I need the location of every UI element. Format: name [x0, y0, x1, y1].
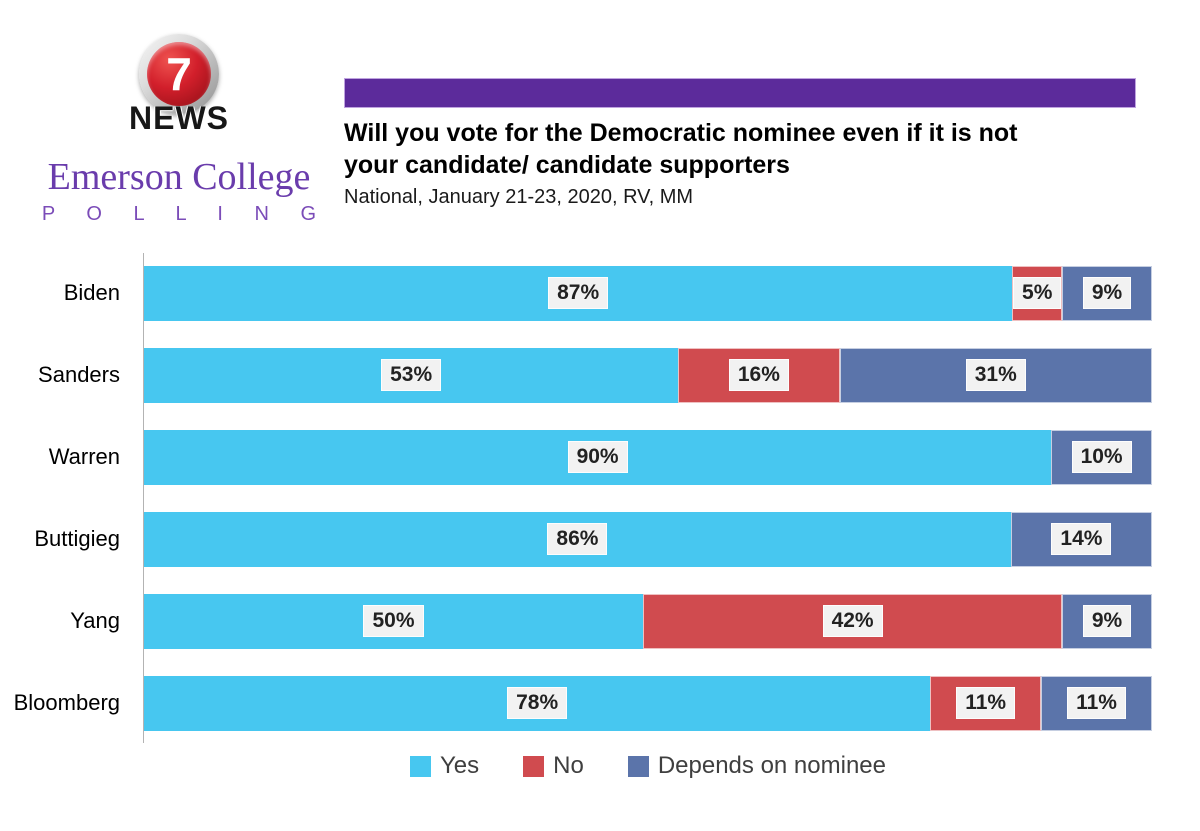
segment-yes: 87%	[144, 265, 1013, 321]
segment-no: 11%	[930, 675, 1042, 731]
chart-title-line1: Will you vote for the Democratic nominee…	[344, 119, 1018, 147]
stacked-bar: 78% 11% 11%	[144, 675, 1152, 731]
category-label: Yang	[70, 608, 120, 633]
segment-depends-on-nominee: 10%	[1051, 429, 1152, 485]
legend-swatch-depends-on-nominee	[627, 755, 649, 777]
segment-yes: 90%	[144, 429, 1052, 485]
emerson-college-wordmark: Emerson College	[47, 156, 311, 198]
value-label: 86%	[547, 522, 608, 556]
segment-no: 42%	[643, 593, 1063, 649]
legend-item: Depends on nominee	[627, 752, 886, 780]
legend-label: No	[553, 752, 584, 779]
chart-row: Yang 50% 42% 9%	[0, 580, 1152, 662]
chart-row: Warren 90% 10%	[0, 416, 1152, 498]
legend-label: Yes	[439, 752, 480, 779]
value-label: 42%	[822, 604, 883, 638]
stacked-bar: 50% 42% 9%	[144, 593, 1152, 649]
legend-swatch-yes	[409, 755, 431, 777]
chart-title-line2: your candidate/ candidate supporters	[344, 151, 790, 179]
segment-no: 16%	[678, 347, 840, 403]
segment-depends-on-nominee: 9%	[1062, 265, 1152, 321]
header: Will you vote for the Democratic nominee…	[344, 78, 1136, 209]
legend: Yes No Depends on nominee	[144, 752, 1152, 780]
value-label: 11%	[1067, 686, 1126, 720]
segment-no: 5%	[1012, 265, 1063, 321]
chart-subtitle: National, January 21-23, 2020, RV, MM	[344, 186, 694, 208]
segment-depends-on-nominee: 14%	[1010, 511, 1152, 567]
value-label: 11%	[956, 686, 1016, 720]
segment-yes: 78%	[144, 675, 931, 731]
segment-yes: 53%	[144, 347, 679, 403]
value-label: 78%	[507, 686, 568, 720]
branding-block: 7 NEWS Emerson College P O L L I N G	[28, 34, 330, 226]
legend-label: Depends on nominee	[657, 752, 886, 779]
segment-yes: 50%	[144, 593, 643, 649]
segment-depends-on-nominee: 9%	[1062, 593, 1152, 649]
value-label: 50%	[363, 604, 424, 638]
chart-row: Biden 87% 5% 9%	[0, 252, 1152, 334]
segment-depends-on-nominee: 31%	[839, 347, 1152, 403]
value-label: 5%	[1013, 276, 1062, 310]
segment-depends-on-nominee: 11%	[1041, 675, 1152, 731]
chart-title: Will you vote for the Democratic nominee…	[344, 117, 1136, 181]
seven-news-logo-icon: 7	[139, 34, 219, 114]
legend-item: No	[523, 752, 584, 780]
polling-wordmark: P O L L I N G	[41, 203, 330, 225]
legend-swatch-no	[523, 755, 545, 777]
value-label: 14%	[1051, 522, 1112, 556]
value-label: 10%	[1071, 440, 1132, 474]
stacked-bar: 87% 5% 9%	[144, 265, 1152, 321]
y-axis-line	[143, 253, 144, 743]
category-label: Warren	[48, 444, 120, 469]
stacked-bar: 90% 10%	[144, 429, 1152, 485]
value-label: 53%	[381, 358, 442, 392]
value-label: 87%	[548, 276, 609, 310]
stacked-bar: 86% 14%	[144, 511, 1152, 567]
accent-bar	[344, 78, 1136, 108]
chart-row: Buttigieg 86% 14%	[0, 498, 1152, 580]
category-label: Bloomberg	[13, 690, 120, 715]
category-label: Biden	[63, 280, 120, 305]
segment-yes: 86%	[144, 511, 1011, 567]
value-label: 16%	[728, 358, 789, 392]
news-wordmark: NEWS	[129, 100, 229, 136]
value-label: 90%	[567, 440, 628, 474]
seven-news-logo-number: 7	[147, 42, 211, 106]
value-label: 31%	[965, 358, 1026, 392]
value-label: 9%	[1082, 604, 1132, 638]
stacked-bar: 53% 16% 31%	[144, 347, 1152, 403]
chart-row: Bloomberg 78% 11% 11%	[0, 662, 1152, 744]
stacked-bar-chart: Biden 87% 5% 9% Sanders 53% 16% 31% Warren 90% 10%…	[0, 252, 1152, 744]
category-label: Sanders	[38, 362, 120, 387]
legend-item: Yes	[409, 752, 480, 780]
chart-row: Sanders 53% 16% 31%	[0, 334, 1152, 416]
bar-rows: Biden 87% 5% 9% Sanders 53% 16% 31% Warren 90% 10%…	[0, 252, 1152, 744]
category-label: Buttigieg	[34, 526, 120, 551]
value-label: 9%	[1082, 276, 1132, 310]
